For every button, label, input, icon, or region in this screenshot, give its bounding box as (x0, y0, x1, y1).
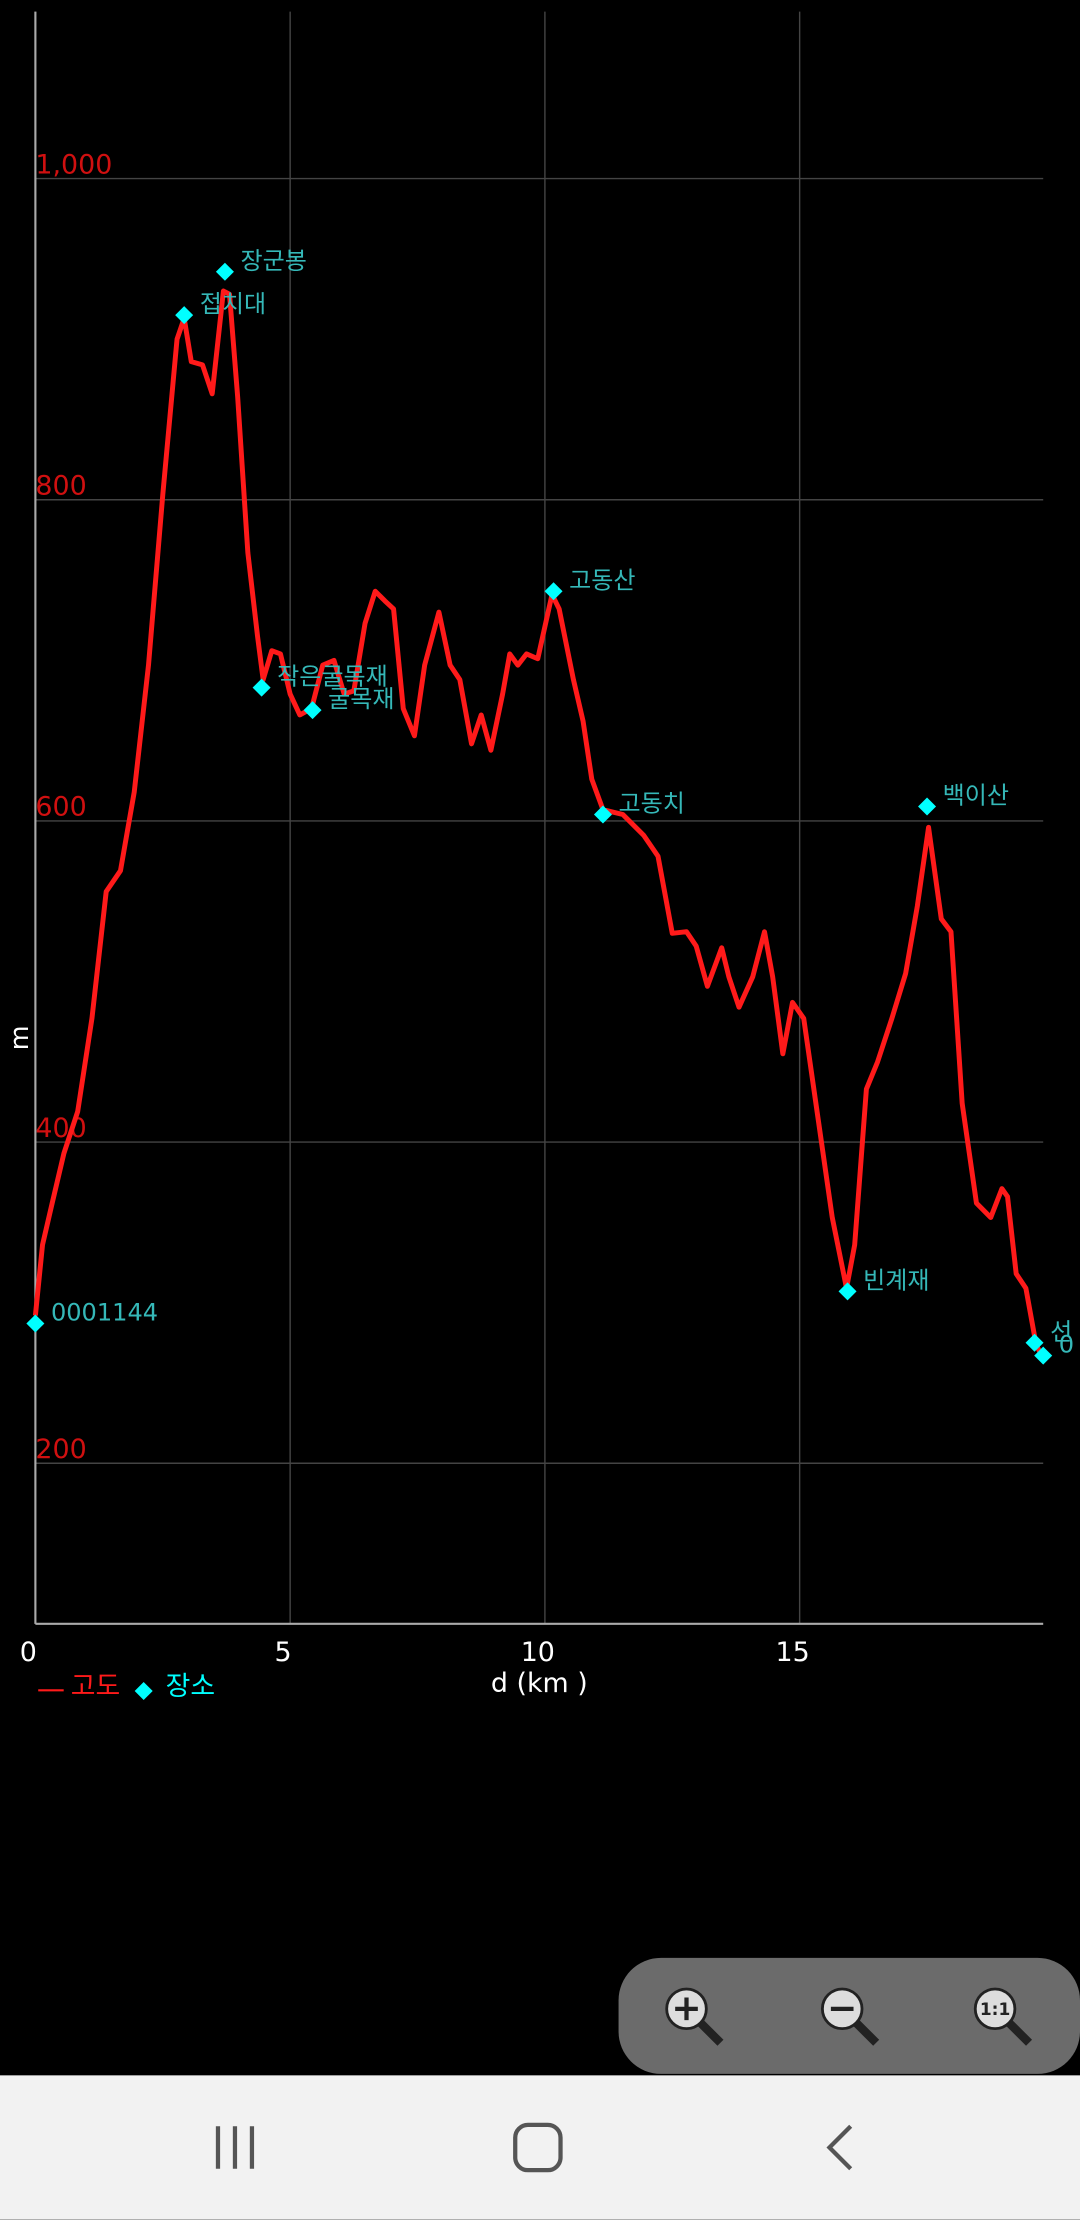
nav-home[interactable] (513, 2122, 563, 2173)
place-marker (215, 262, 234, 281)
y-axis-label: m (5, 1025, 35, 1050)
x-tick-label: 15 (775, 1637, 809, 1668)
y-tick-label: 200 (35, 1434, 86, 1465)
nav-back[interactable] (826, 2124, 853, 2171)
place-label: 고동치 (619, 790, 685, 818)
place-label: 0001144 (51, 1299, 158, 1327)
zoom-reset-button[interactable]: 1:1 (973, 1987, 1033, 2046)
place-label: 작은굴목재 (277, 663, 388, 691)
place-label: 장군봉 (240, 247, 306, 275)
legend-label: 고도 (71, 1671, 120, 1702)
place-marker (838, 1282, 857, 1301)
x-tick-label: 10 (521, 1637, 555, 1668)
legend-label: 장소 (166, 1671, 215, 1702)
place-label: 백이산 (943, 782, 1009, 810)
x-axis-label: d (km ) (491, 1668, 588, 1699)
place-label: 빈계재 (863, 1267, 929, 1295)
x-tick-label: 5 (275, 1637, 292, 1668)
place-marker (303, 701, 322, 720)
place-marker (918, 797, 937, 816)
place-label: 고동산 (569, 566, 635, 594)
place-label: 선 (1050, 1318, 1072, 1346)
chart: 200 400 600 800 1,000 0 5 10 15 0001144 접치대 장군봉작은굴목… (20, 11, 1074, 1668)
place-marker (252, 678, 271, 697)
zoom-out-button[interactable] (820, 1987, 880, 2046)
place-label: 0 (1059, 1331, 1074, 1359)
nav-recents[interactable] (215, 2126, 255, 2169)
nav-bar (0, 2075, 1080, 2220)
y-tick-label: 800 (35, 471, 86, 502)
chart-background (0, 0, 1080, 2075)
y-tick-label: 1,000 (35, 149, 112, 180)
elevation-line (32, 288, 1046, 1360)
x-tick-label: 0 (20, 1637, 37, 1668)
y-tick-label: 600 (35, 792, 86, 823)
zoom-reset-label: 1:1 (980, 2000, 1010, 2020)
place-label: 굴목재 (328, 685, 394, 713)
place-marker (175, 306, 194, 325)
zoom-in-button[interactable] (665, 1987, 724, 2046)
place-label: 접치대 (200, 290, 266, 318)
y-tick-label: 400 (35, 1113, 86, 1144)
